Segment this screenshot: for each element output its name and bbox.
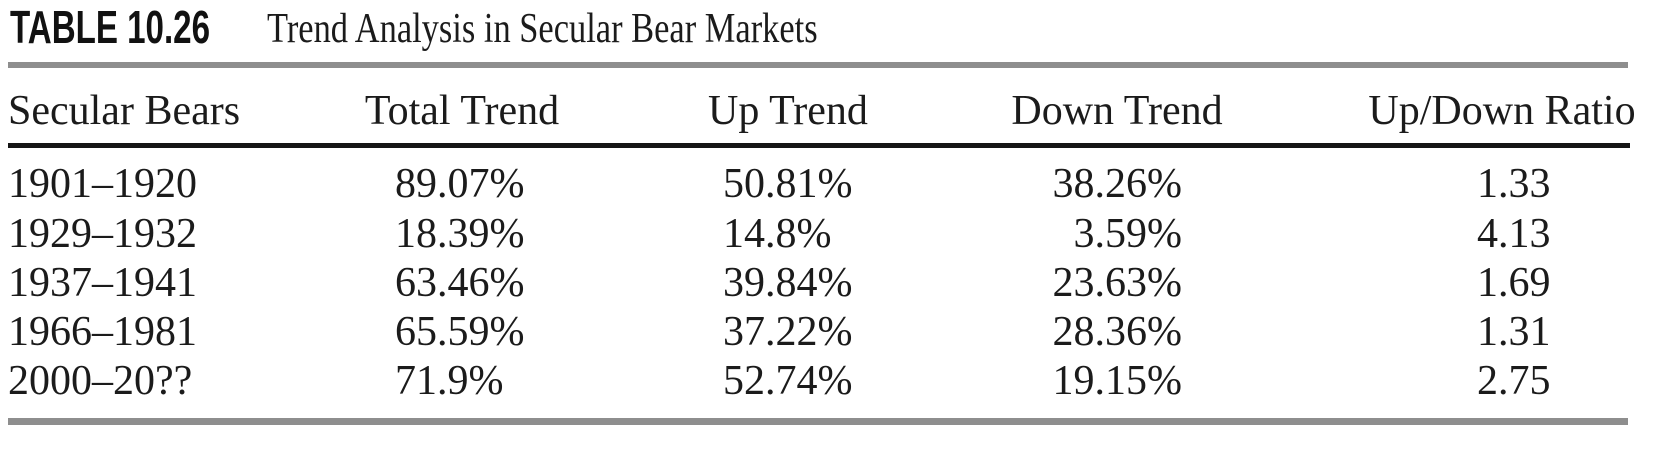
- bottom-gray-rule: [8, 418, 1628, 425]
- cell-total-trend: 89.07%: [395, 161, 525, 207]
- cell-up-trend: 37.22%: [723, 309, 853, 355]
- column-header-secular-bears: Secular Bears: [8, 88, 241, 134]
- table-title: Trend Analysis in Secular Bear Markets: [267, 6, 818, 52]
- column-header-down-trend: Down Trend: [1011, 88, 1223, 134]
- table-number-label: TABLE 10.26: [10, 1, 211, 53]
- cell-period: 1901–1920: [8, 161, 197, 207]
- cell-down-trend: 3.59%: [1073, 211, 1183, 257]
- cell-up-trend: 50.81%: [723, 161, 853, 207]
- cell-up-down-ratio: 1.69: [1477, 260, 1551, 306]
- cell-total-trend: 71.9%: [395, 358, 504, 404]
- cell-up-down-ratio: 1.33: [1477, 161, 1551, 207]
- column-header-up-trend: Up Trend: [708, 88, 868, 134]
- cell-period: 2000–20??: [8, 358, 193, 404]
- cell-down-trend: 23.63%: [1052, 260, 1183, 306]
- header-divider-rule: [8, 143, 1630, 148]
- cell-total-trend: 63.46%: [395, 260, 525, 306]
- cell-period: 1966–1981: [8, 309, 197, 355]
- cell-period: 1929–1932: [8, 211, 197, 257]
- cell-up-down-ratio: 2.75: [1477, 358, 1551, 404]
- cell-total-trend: 65.59%: [395, 309, 525, 355]
- cell-total-trend: 18.39%: [395, 211, 525, 257]
- cell-up-trend: 52.74%: [723, 358, 853, 404]
- cell-up-down-ratio: 1.31: [1477, 309, 1551, 355]
- cell-up-trend: 39.84%: [723, 260, 853, 306]
- cell-up-down-ratio: 4.13: [1477, 211, 1551, 257]
- column-header-up-down-ratio: Up/Down Ratio: [1368, 88, 1636, 134]
- cell-down-trend: 28.36%: [1052, 309, 1183, 355]
- cell-up-trend: 14.8%: [723, 211, 832, 257]
- top-gray-rule: [8, 62, 1628, 68]
- cell-down-trend: 38.26%: [1052, 161, 1183, 207]
- cell-period: 1937–1941: [8, 260, 197, 306]
- column-header-total-trend: Total Trend: [364, 88, 560, 134]
- cell-down-trend: 19.15%: [1052, 358, 1183, 404]
